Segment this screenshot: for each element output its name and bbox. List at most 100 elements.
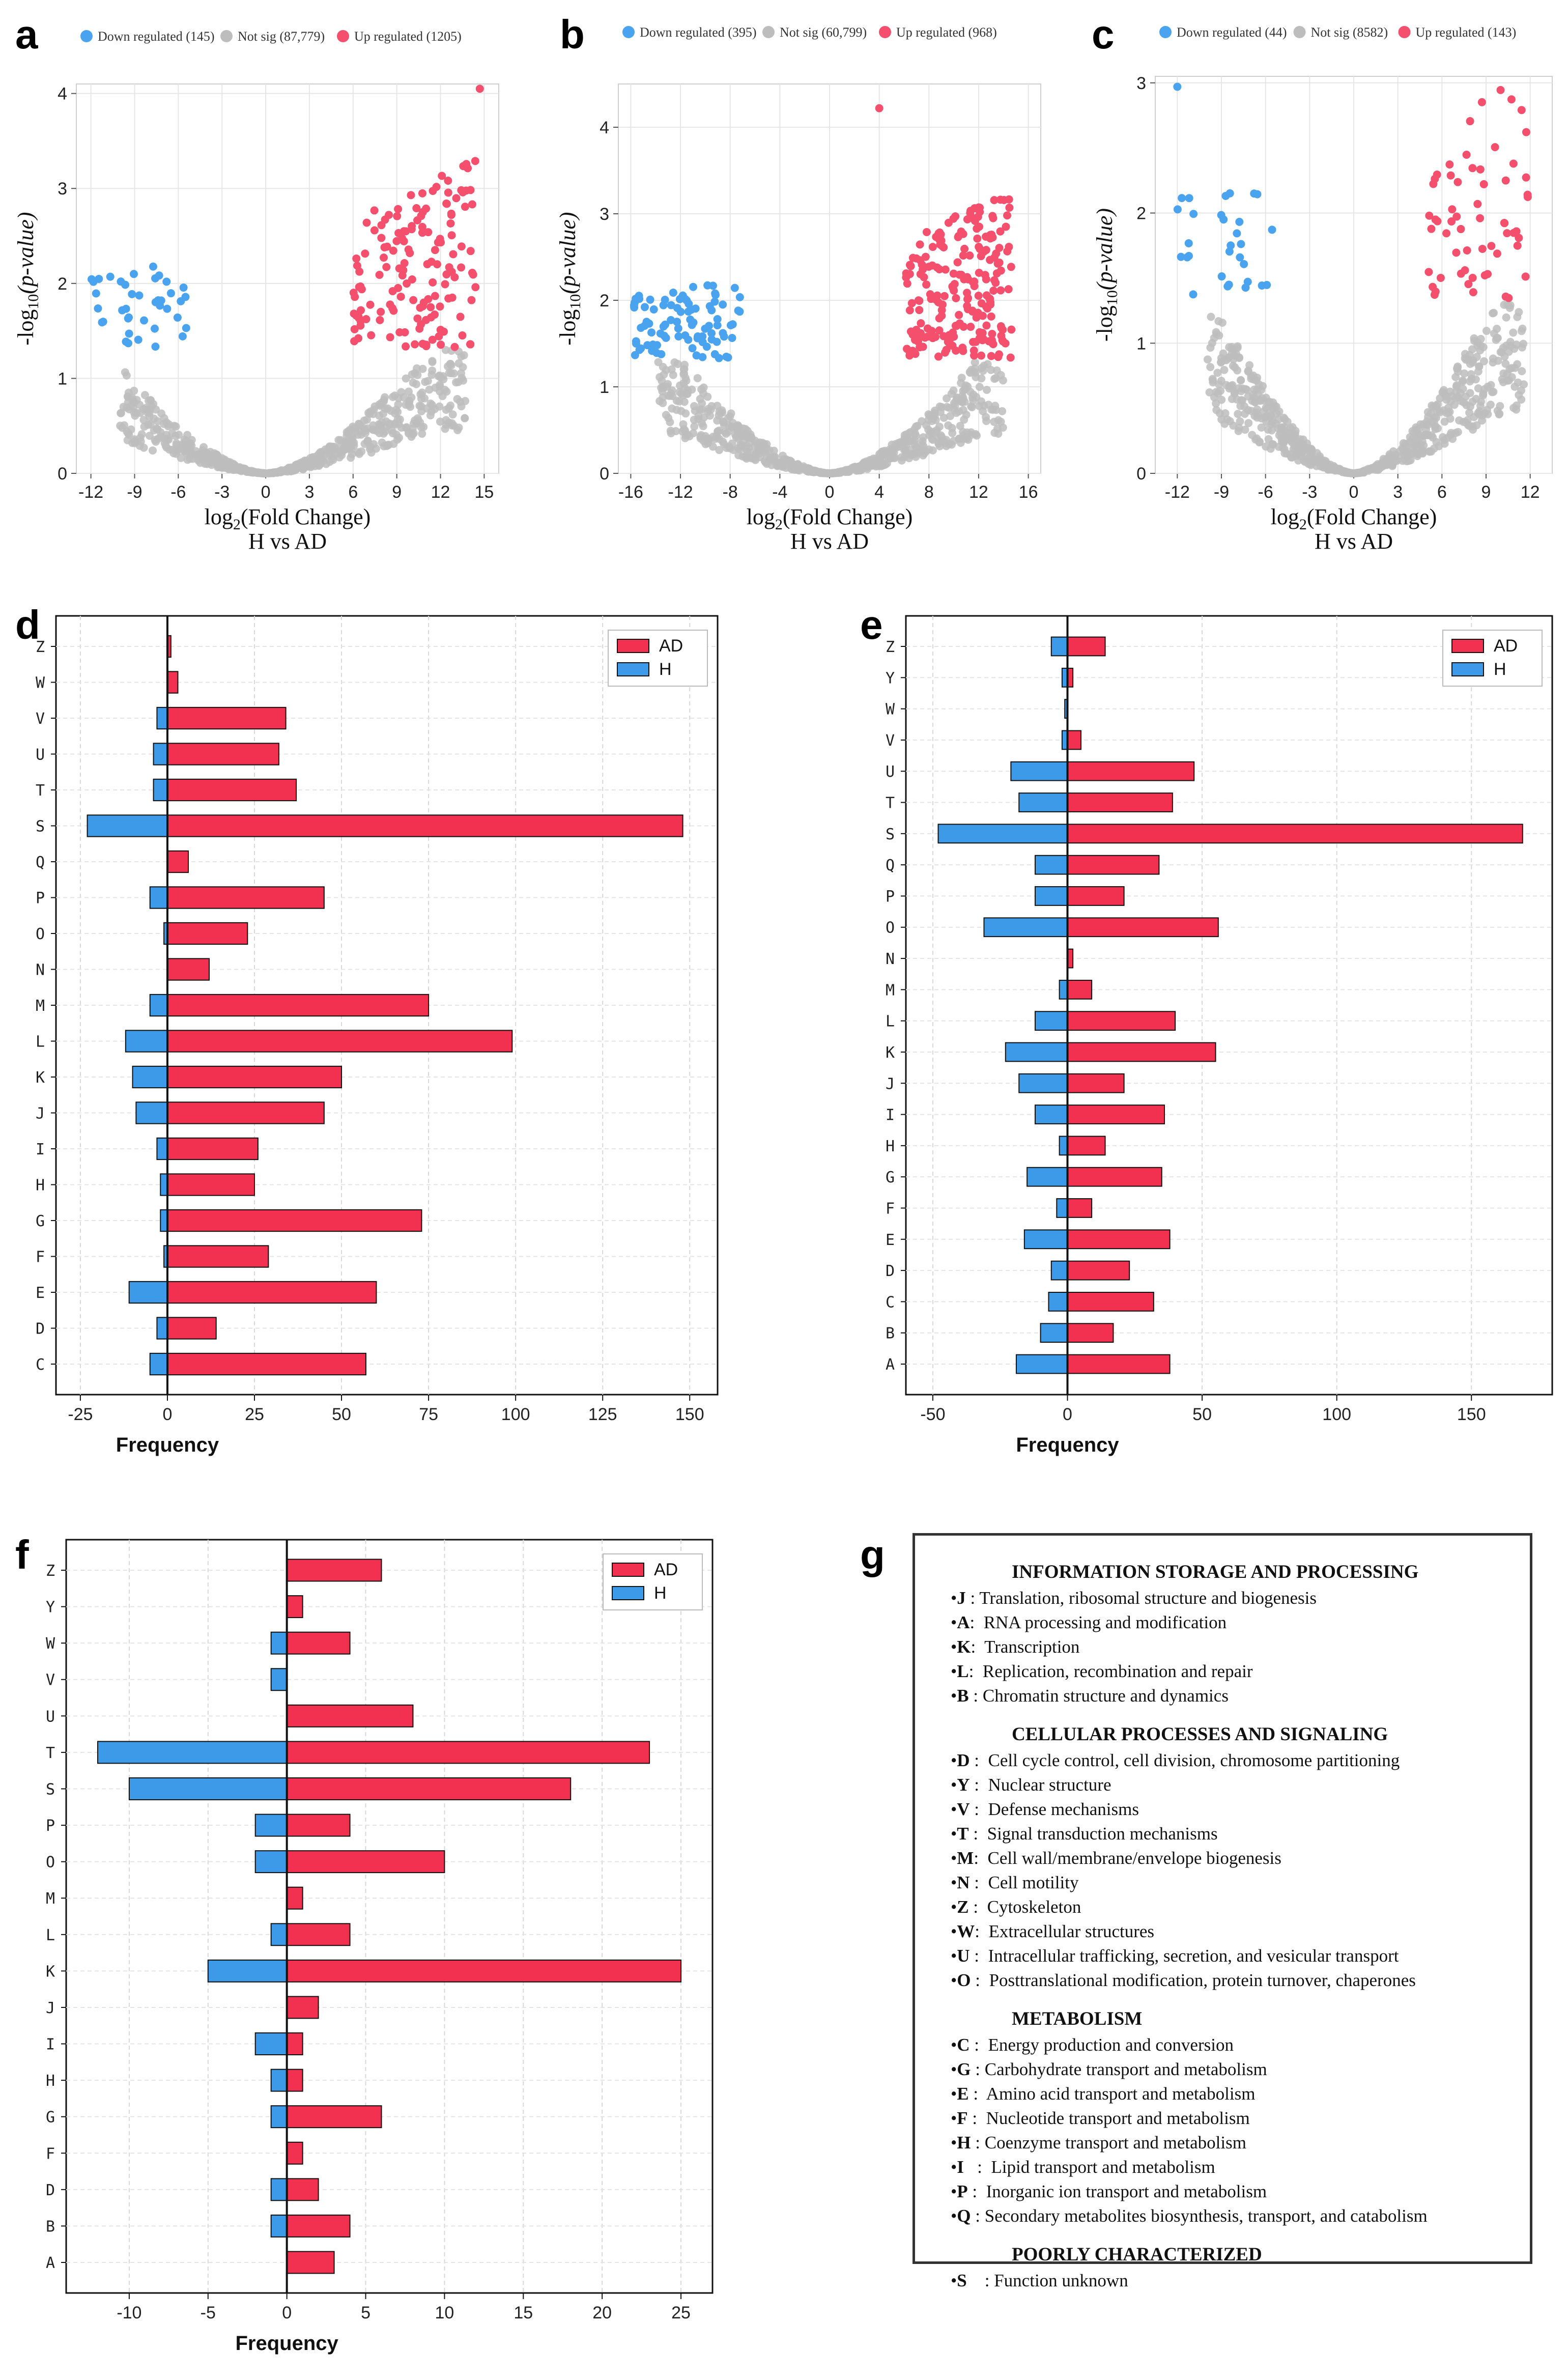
category-label: V (886, 732, 895, 750)
category-label: Z (46, 1562, 55, 1580)
cog-item-y: •Y : Nuclear structure (951, 1775, 1111, 1795)
point-up (468, 200, 476, 209)
point-notsig (337, 451, 346, 460)
legend-notsig-label: Not sig (8582) (1311, 25, 1388, 40)
point-notsig (1452, 393, 1461, 402)
category-label: L (36, 1033, 45, 1051)
point-up (923, 324, 932, 333)
bar-AD (166, 994, 430, 1017)
point-up (1517, 106, 1526, 115)
point-notsig (1270, 402, 1279, 410)
point-notsig (1274, 424, 1282, 433)
point-up (424, 228, 433, 237)
point-notsig (902, 448, 910, 457)
category-label: W (36, 674, 45, 692)
legend-H-swatch (1451, 662, 1484, 676)
point-up (990, 253, 999, 262)
point-notsig (1236, 417, 1244, 426)
point-up (350, 325, 359, 333)
point-down (99, 318, 107, 326)
point-notsig (363, 437, 372, 445)
cog-code: S (957, 2271, 967, 2290)
point-notsig (983, 385, 991, 394)
point-notsig (1292, 450, 1301, 459)
point-down (647, 328, 656, 337)
point-notsig (972, 373, 980, 381)
bar-H (1059, 979, 1068, 1000)
category-label: T (886, 795, 895, 812)
cog-separator: : (967, 2108, 986, 2128)
point-down (707, 335, 716, 344)
cog-separator: : (970, 2035, 988, 2055)
point-down (688, 344, 697, 353)
point-notsig (696, 394, 704, 403)
point-up (963, 215, 972, 224)
y-tick-label: 1 (1136, 334, 1146, 353)
point-up (442, 270, 451, 279)
bar-H (1059, 1136, 1068, 1156)
volcano-legend: Down regulated (44) Not sig (8582) Up regu… (1159, 25, 1516, 40)
cog-code: J (957, 1588, 966, 1608)
point-down (1237, 240, 1245, 248)
point-up (908, 330, 917, 339)
point-notsig (418, 364, 427, 373)
point-up (377, 221, 386, 230)
point-down (1240, 260, 1248, 268)
cog-item-m: •M: Cell wall/membrane/envelope biogenes… (951, 1848, 1281, 1868)
cog-item-t: •T : Signal transduction mechanisms (951, 1824, 1218, 1844)
x-tick-label: -9 (1214, 483, 1229, 502)
x-tick-label: 12 (1521, 483, 1540, 502)
point-notsig (372, 444, 380, 453)
x-tick-label: 0 (1063, 1405, 1072, 1424)
point-up (951, 322, 960, 330)
bar-AD (166, 814, 683, 837)
point-notsig (984, 401, 993, 409)
x-tick-label: 10 (435, 2303, 454, 2323)
point-up (960, 275, 968, 284)
point-notsig (1416, 441, 1425, 449)
panel-label-b: b (560, 12, 585, 57)
point-up (396, 292, 405, 301)
point-notsig (180, 440, 188, 449)
cog-separator: : (966, 2271, 994, 2290)
bar-AD (166, 1101, 325, 1124)
point-up (1468, 164, 1477, 173)
point-up (418, 339, 427, 348)
point-up (922, 280, 931, 289)
legend-notsig-label: Not sig (60,799) (780, 25, 867, 40)
point-notsig (939, 436, 948, 445)
point-down (669, 289, 677, 297)
point-up (940, 348, 949, 357)
point-notsig (1331, 466, 1339, 475)
bar-H (1040, 1323, 1068, 1343)
point-up (960, 244, 969, 253)
point-notsig (435, 372, 443, 381)
point-notsig (1462, 401, 1471, 410)
point-down (1233, 229, 1241, 238)
point-notsig (1448, 435, 1457, 443)
x-tick-label: 12 (969, 483, 988, 502)
cog-item-b: •B : Chromatin structure and dynamics (951, 1686, 1229, 1706)
category-label: N (886, 950, 895, 968)
point-notsig (171, 432, 180, 440)
cog-code: L (957, 1661, 969, 1681)
point-notsig (922, 447, 930, 456)
point-notsig (183, 431, 191, 439)
point-up (1446, 171, 1455, 180)
point-notsig (357, 430, 365, 439)
bar-AD (1067, 1073, 1125, 1093)
point-up (903, 279, 911, 288)
point-down (151, 342, 160, 351)
point-notsig (1244, 419, 1253, 428)
category-label: D (886, 1262, 895, 1280)
point-up (422, 204, 431, 213)
point-notsig (1207, 313, 1215, 321)
point-down (179, 283, 188, 292)
point-down (163, 304, 172, 313)
y-axis-label: -log10(p-value) (13, 212, 42, 345)
point-up (923, 332, 932, 341)
point-down (173, 313, 182, 322)
category-label: U (36, 746, 45, 764)
